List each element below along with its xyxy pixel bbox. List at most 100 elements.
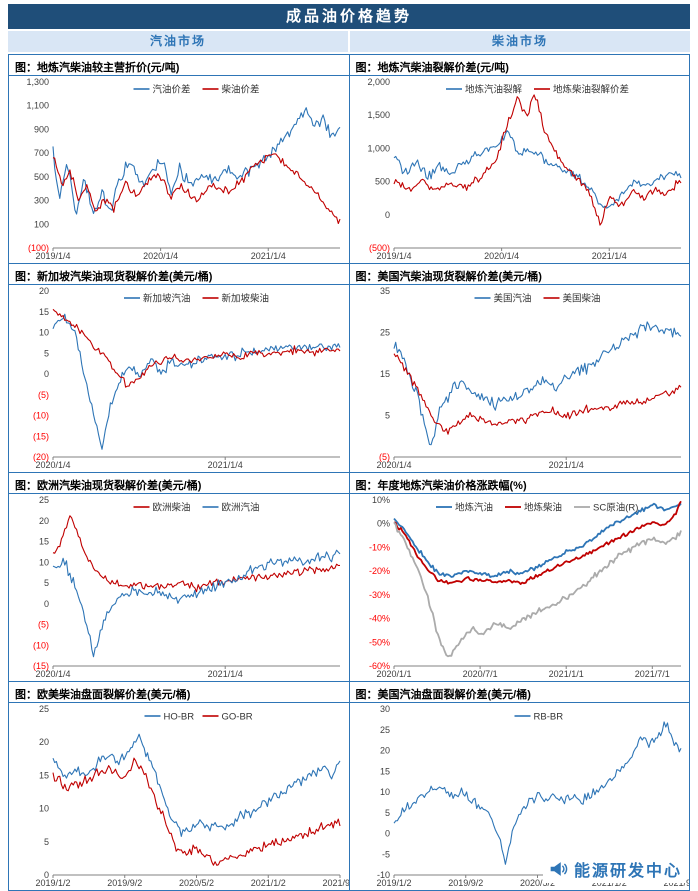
svg-text:20: 20	[39, 737, 49, 747]
svg-text:欧洲汽油: 欧洲汽油	[222, 502, 260, 514]
svg-text:10: 10	[39, 804, 49, 814]
svg-text:2021/7/1: 2021/7/1	[634, 669, 669, 679]
svg-text:地炼柴油裂解价差: 地炼柴油裂解价差	[553, 84, 629, 96]
svg-text:25: 25	[39, 704, 49, 714]
svg-text:-10%: -10%	[368, 542, 389, 552]
svg-text:地炼汽油裂解: 地炼汽油裂解	[465, 84, 523, 96]
svg-text:2020/1/4: 2020/1/4	[376, 460, 411, 470]
svg-text:GO-BR: GO-BR	[222, 712, 253, 723]
svg-text:SC原油(R): SC原油(R)	[593, 502, 638, 514]
market-header-row: 汽油市场 柴油市场	[8, 31, 690, 52]
svg-text:25: 25	[39, 495, 49, 505]
svg-text:2020/1/4: 2020/1/4	[484, 251, 519, 261]
svg-text:20: 20	[379, 746, 389, 756]
svg-text:5: 5	[384, 411, 389, 421]
svg-text:(5): (5)	[38, 390, 49, 400]
svg-text:-50%: -50%	[368, 637, 389, 647]
svg-text:2021/1/4: 2021/1/4	[208, 669, 243, 679]
svg-text:2021/1/4: 2021/1/4	[208, 460, 243, 470]
svg-text:30: 30	[379, 704, 389, 714]
svg-text:2020/1/4: 2020/1/4	[35, 460, 70, 470]
chart-panel-eu-us-diesel-futures-crack: 图：欧美柴油盘面裂解价差(美元/桶) 25 20 15 10 5 0 2019/1/2 201…	[9, 682, 350, 891]
svg-text:2021/1/4: 2021/1/4	[548, 460, 583, 470]
svg-text:0: 0	[384, 829, 389, 839]
svg-text:15: 15	[39, 307, 49, 317]
svg-text:500: 500	[34, 172, 49, 182]
chart-canvas-annual-change: 10% 0% -10% -20% -30% -40% -50% -60% 2020/1/1 202…	[350, 494, 690, 681]
svg-text:10%: 10%	[371, 495, 389, 505]
svg-text:0%: 0%	[376, 519, 389, 529]
svg-text:15: 15	[379, 766, 389, 776]
chart-canvas-europe-crack: 25 20 15 10 5 0 (5) (10) (15) 2020/1/4 2021/1/4 欧洲柴…	[9, 494, 349, 681]
chart-canvas-refinery-crack: 2,000 1,500 1,000 500 0 (500) 2019/1/4 2020/1/4…	[350, 76, 690, 263]
svg-text:0: 0	[44, 369, 49, 379]
svg-text:(10): (10)	[33, 411, 49, 421]
svg-text:2020/1/1: 2020/1/1	[376, 669, 411, 679]
svg-text:5: 5	[384, 808, 389, 818]
svg-text:0: 0	[44, 870, 49, 880]
chart-title: 图：美国汽柴油现货裂解价差(美元/桶)	[349, 264, 689, 285]
chart-panel-singapore-crack: 图：新加坡汽柴油现货裂解价差(美元/桶) 20 15 10 5 0 (5) (10) (15)…	[9, 264, 350, 473]
svg-text:10: 10	[379, 787, 389, 797]
svg-text:(5): (5)	[379, 452, 390, 462]
svg-text:2021/1/4: 2021/1/4	[591, 251, 626, 261]
chart-panel-europe-crack: 图：欧洲汽柴油现货裂解价差(美元/桶) 25 20 15 10 5 0 (5) (10) (15…	[9, 473, 350, 682]
svg-text:20: 20	[39, 516, 49, 526]
svg-text:35: 35	[379, 286, 389, 296]
chart-panel-refinery-crack: 图：地炼汽柴油裂解价差(元/吨) 2,000 1,500 1,000 500 0 (500…	[349, 55, 690, 264]
svg-text:(100): (100)	[28, 243, 49, 253]
svg-text:20: 20	[39, 286, 49, 296]
chart-title: 图：地炼汽柴油裂解价差(元/吨)	[349, 55, 689, 76]
svg-text:美国柴油: 美国柴油	[562, 293, 600, 305]
chart-title: 图：欧洲汽柴油现货裂解价差(美元/桶)	[9, 473, 349, 494]
section-gasoline-market: 汽油市场	[8, 31, 348, 52]
svg-text:10: 10	[39, 557, 49, 567]
svg-text:2021/1/1: 2021/1/1	[548, 669, 583, 679]
chart-canvas-refinery-discount: 1,300 1,100 900 700 500 300 100 (100) 2019/1/4 20…	[9, 76, 349, 263]
svg-text:-5: -5	[381, 849, 389, 859]
svg-text:-20%: -20%	[368, 566, 389, 576]
svg-text:300: 300	[34, 196, 49, 206]
chart-title: 图：新加坡汽柴油现货裂解价差(美元/桶)	[9, 264, 349, 285]
svg-text:2019/1/2: 2019/1/2	[376, 878, 411, 888]
svg-text:700: 700	[34, 148, 49, 158]
chart-title: 图：地炼汽柴油较主营折价(元/吨)	[9, 55, 349, 76]
chart-panel-refinery-discount: 图：地炼汽柴油较主营折价(元/吨) 1,300 1,100 900 700 500 300…	[9, 55, 350, 264]
chart-title: 图：年度地炼汽柴油价格涨跌幅(%)	[349, 473, 689, 494]
svg-text:(15): (15)	[33, 661, 49, 671]
svg-text:15: 15	[379, 369, 389, 379]
charts-grid: 图：地炼汽柴油较主营折价(元/吨) 1,300 1,100 900 700 500 300…	[8, 54, 690, 891]
svg-text:2020/5/2: 2020/5/2	[179, 878, 214, 888]
chart-canvas-eu-us-diesel-futures-crack: 25 20 15 10 5 0 2019/1/2 2019/9/2 2020/5/2 2021/1…	[9, 703, 348, 890]
svg-text:-30%: -30%	[368, 590, 389, 600]
chart-panel-us-spot-crack: 图：美国汽柴油现货裂解价差(美元/桶) 35 25 15 5 (5) 2020/1/4 20…	[349, 264, 690, 473]
svg-text:0: 0	[384, 210, 389, 220]
megaphone-icon	[547, 858, 569, 880]
svg-text:5: 5	[44, 578, 49, 588]
svg-text:15: 15	[39, 770, 49, 780]
svg-text:2020/5/2: 2020/5/2	[519, 878, 554, 888]
svg-text:汽油价差: 汽油价差	[153, 84, 191, 96]
svg-text:1,100: 1,100	[26, 101, 49, 111]
svg-text:15: 15	[39, 537, 49, 547]
svg-text:(10): (10)	[33, 640, 49, 650]
svg-text:2019/9/2: 2019/9/2	[107, 878, 142, 888]
svg-text:25: 25	[379, 725, 389, 735]
svg-text:100: 100	[34, 219, 49, 229]
section-diesel-market: 柴油市场	[350, 31, 690, 52]
svg-text:(15): (15)	[33, 431, 49, 441]
svg-text:2019/9/2: 2019/9/2	[448, 878, 483, 888]
svg-text:-10: -10	[376, 870, 389, 880]
svg-text:-40%: -40%	[368, 614, 389, 624]
chart-canvas-us-spot-crack: 35 25 15 5 (5) 2020/1/4 2021/1/4 美国汽油 美国柴油	[350, 285, 690, 472]
svg-text:新加坡汽油: 新加坡汽油	[143, 293, 191, 305]
svg-text:2021/1/2: 2021/1/2	[251, 878, 286, 888]
chart-panel-annual-change: 图：年度地炼汽柴油价格涨跌幅(%) 10% 0% -10% -20% -30% -40% -…	[349, 473, 690, 682]
svg-text:RB-BR: RB-BR	[533, 712, 563, 723]
svg-text:-60%: -60%	[368, 661, 389, 671]
chart-canvas-us-gasoline-futures-crack: 30 25 20 15 10 5 0 -5 -10 2019/1/2 2019/9/2 2020/5/…	[350, 703, 689, 890]
svg-text:10: 10	[39, 328, 49, 338]
svg-text:2019/1/2: 2019/1/2	[35, 878, 70, 888]
svg-text:新加坡柴油: 新加坡柴油	[222, 293, 270, 305]
